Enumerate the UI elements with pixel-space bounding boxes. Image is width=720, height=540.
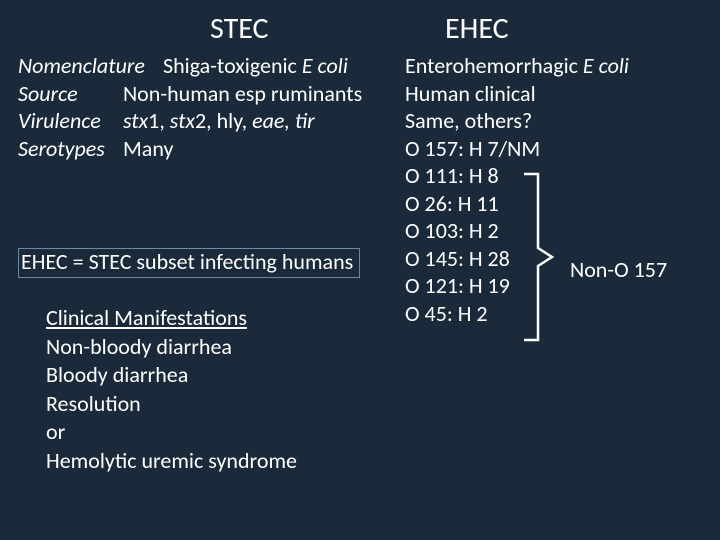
ehec-content: Enterohemorrhagic E coli Human clinical … bbox=[405, 52, 629, 327]
label-virulence: Virulence bbox=[18, 107, 118, 135]
boxed-definition: EHEC = STEC subset infecting humans bbox=[18, 248, 360, 278]
stec-source: Non-human esp ruminants bbox=[123, 80, 362, 107]
ehec-sero7: O 45: H 2 bbox=[405, 300, 629, 328]
clinical-l5: Hemolytic uremic syndrome bbox=[46, 447, 297, 476]
ehec-source: Human clinical bbox=[405, 80, 629, 108]
ehec-sero2: O 111: H 8 bbox=[405, 162, 629, 190]
bracket-icon bbox=[520, 170, 560, 345]
row-serotypes: Serotypes Many bbox=[18, 135, 362, 163]
stec-nomenclature-a: Shiga-toxigenic bbox=[163, 52, 302, 79]
stec-content: Nomenclature Shiga-toxigenic E coli Sour… bbox=[18, 52, 362, 162]
stec-vir-e: eae, tir bbox=[252, 107, 315, 134]
row-virulence: Virulence stx1, stx2, hly, eae, tir bbox=[18, 107, 362, 135]
stec-nomenclature-b: E coli bbox=[302, 52, 348, 79]
clinical-block: Clinical Manifestations Non-bloody diarr… bbox=[46, 304, 297, 476]
ehec-sero4: O 103: H 2 bbox=[405, 217, 629, 245]
heading-ehec: EHEC bbox=[445, 10, 509, 47]
stec-vir-c: stx bbox=[170, 107, 195, 134]
ehec-nomenclature-a: Enterohemorrhagic bbox=[405, 52, 583, 79]
label-nomenclature: Nomenclature bbox=[18, 52, 158, 80]
clinical-l2: Bloody diarrhea bbox=[46, 361, 297, 390]
non-o157-label: Non-O 157 bbox=[570, 256, 667, 283]
stec-vir-a: stx bbox=[123, 107, 148, 134]
ehec-nomenclature-b: E coli bbox=[583, 52, 629, 79]
ehec-sero1: O 157: H 7/NM bbox=[405, 135, 629, 163]
clinical-l1: Non-bloody diarrhea bbox=[46, 333, 297, 362]
stec-vir-b: 1, bbox=[148, 107, 170, 134]
clinical-title: Clinical Manifestations bbox=[46, 304, 297, 333]
clinical-l3: Resolution bbox=[46, 390, 297, 419]
row-nomenclature: Nomenclature Shiga-toxigenic E coli bbox=[18, 52, 362, 80]
ehec-nomenclature: Enterohemorrhagic E coli bbox=[405, 52, 629, 80]
label-source: Source bbox=[18, 80, 118, 108]
ehec-sero3: O 26: H 11 bbox=[405, 190, 629, 218]
label-serotypes: Serotypes bbox=[18, 135, 118, 163]
heading-stec: STEC bbox=[210, 10, 269, 47]
row-source: Source Non-human esp ruminants bbox=[18, 80, 362, 108]
clinical-l4: or bbox=[46, 418, 297, 447]
stec-vir-d: 2, hly, bbox=[195, 107, 252, 134]
ehec-virulence: Same, others? bbox=[405, 107, 629, 135]
stec-serotypes: Many bbox=[123, 135, 173, 162]
